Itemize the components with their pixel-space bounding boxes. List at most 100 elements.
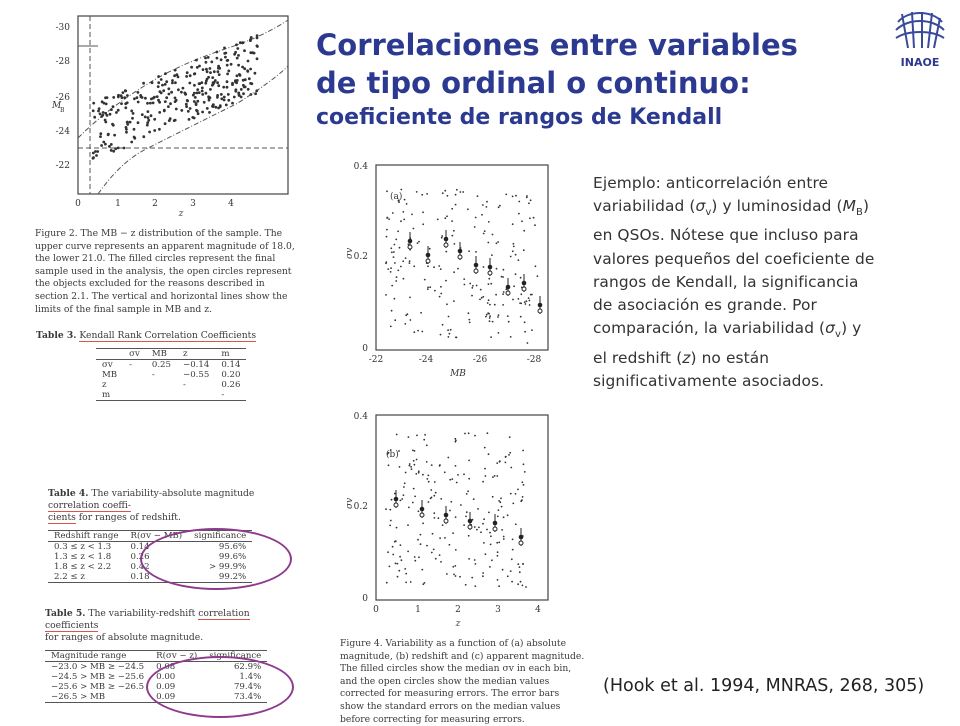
fig4b-point bbox=[389, 508, 392, 511]
fig4a-point bbox=[471, 294, 473, 297]
fig4b-point bbox=[388, 565, 391, 568]
fig2-point bbox=[222, 85, 226, 89]
fig2-point bbox=[105, 96, 109, 99]
fig4a-point bbox=[398, 246, 401, 249]
fig4a-point bbox=[426, 288, 429, 290]
figure-2-caption: Figure 2. The MB − z distribution of the… bbox=[35, 228, 295, 315]
fig4a-frame bbox=[375, 164, 549, 351]
fig2-point bbox=[183, 91, 187, 95]
fig2-point bbox=[150, 97, 153, 101]
fig4a-point bbox=[434, 289, 436, 292]
fig4a-point bbox=[534, 224, 536, 227]
fig4b-xtick-3: 3 bbox=[495, 605, 501, 615]
fig4a-point bbox=[499, 204, 501, 207]
fig4a-point bbox=[451, 234, 454, 237]
fig4b-median bbox=[492, 520, 498, 526]
fig2-point bbox=[222, 98, 226, 102]
fig2-point bbox=[225, 59, 229, 62]
fig4a-point bbox=[459, 191, 462, 193]
fig4a-point bbox=[447, 315, 450, 318]
fig4a-point bbox=[406, 313, 409, 316]
fig2-point bbox=[131, 116, 134, 120]
fig4a-point bbox=[487, 312, 489, 314]
fig4a-point bbox=[395, 276, 398, 279]
fig2-point bbox=[205, 70, 209, 74]
fig4a-point bbox=[421, 193, 424, 196]
fig2-point bbox=[237, 94, 241, 97]
fig2-point bbox=[209, 88, 212, 91]
fig4a-point bbox=[528, 299, 531, 302]
fig4b-point bbox=[433, 517, 436, 519]
fig4b-point bbox=[404, 471, 407, 474]
title-line-3: coeficiente de rangos de Kendall bbox=[316, 105, 723, 130]
fig4b-point bbox=[519, 580, 522, 583]
fig4a-point bbox=[497, 316, 499, 318]
fig4b-point bbox=[488, 511, 490, 514]
fig4b-point bbox=[404, 568, 407, 570]
fig4a-ytick-0: 0.4 bbox=[354, 162, 369, 172]
fig2-point bbox=[212, 70, 216, 74]
fig4a-xtick-1: -24 bbox=[419, 355, 434, 365]
fig2-point bbox=[120, 102, 123, 105]
fig2-point bbox=[224, 103, 228, 107]
fig4a-point bbox=[422, 211, 424, 214]
fig4b-point bbox=[523, 471, 526, 473]
fig4b-point bbox=[482, 480, 484, 483]
fig4a-median bbox=[537, 302, 543, 308]
fig4b-corrected bbox=[393, 502, 399, 508]
fig4a-point bbox=[391, 251, 393, 254]
fig4b-point bbox=[498, 500, 500, 502]
fig4b-point bbox=[502, 538, 505, 540]
fig2-point bbox=[192, 116, 196, 120]
fig2-point bbox=[102, 101, 106, 105]
fig4a-point bbox=[404, 323, 407, 325]
fig4b-point bbox=[389, 449, 392, 451]
fig4a-point bbox=[472, 285, 474, 287]
fig2-point bbox=[192, 100, 196, 103]
fig4b-point bbox=[439, 537, 441, 539]
fig4b-point bbox=[454, 565, 457, 567]
fig4b-point bbox=[490, 535, 492, 538]
fig4a-point bbox=[522, 249, 525, 252]
table-4-highlight-ring bbox=[140, 528, 292, 590]
fig2-point bbox=[162, 89, 166, 93]
fig4b-point bbox=[471, 576, 474, 579]
fig2-point bbox=[96, 150, 100, 153]
fig2-point bbox=[207, 98, 211, 102]
fig4b-corrected bbox=[443, 518, 449, 524]
fig2-point bbox=[149, 101, 152, 105]
fig4b-point bbox=[449, 478, 452, 481]
fig4a-point bbox=[489, 303, 491, 306]
fig4b-ylabel: σv bbox=[345, 498, 355, 509]
fig4a-point bbox=[468, 250, 470, 252]
fig2-point bbox=[216, 70, 220, 74]
fig2-point bbox=[165, 80, 169, 84]
fig2-point bbox=[246, 87, 250, 91]
fig2-point bbox=[112, 96, 116, 99]
fig4b-point bbox=[467, 432, 470, 435]
fig4b-point bbox=[510, 466, 513, 469]
fig4a-point bbox=[404, 257, 407, 259]
fig4a-point bbox=[489, 315, 491, 318]
fig2-point bbox=[124, 102, 128, 106]
fig2-point bbox=[241, 41, 244, 45]
fig2-point bbox=[241, 65, 245, 69]
fig4a-point bbox=[486, 302, 489, 304]
fig4b-point bbox=[509, 451, 512, 454]
fig2-point bbox=[226, 93, 230, 96]
fig4b-point bbox=[514, 493, 517, 495]
fig4b-xtick-1: 1 bbox=[415, 605, 421, 615]
fig4b-point bbox=[521, 584, 524, 587]
fig4b-point bbox=[491, 495, 494, 498]
fig4a-point bbox=[394, 262, 396, 264]
fig2-point bbox=[238, 74, 242, 77]
fig4a-point bbox=[455, 336, 457, 339]
fig4a-corrected bbox=[407, 244, 413, 250]
fig4b-point bbox=[422, 473, 424, 476]
fig2-point bbox=[121, 91, 125, 94]
fig4a-point bbox=[479, 298, 481, 301]
fig4a-point bbox=[527, 297, 530, 299]
fig2-point bbox=[209, 71, 212, 74]
fig4b-point bbox=[395, 526, 398, 529]
fig4a-point bbox=[520, 302, 523, 305]
